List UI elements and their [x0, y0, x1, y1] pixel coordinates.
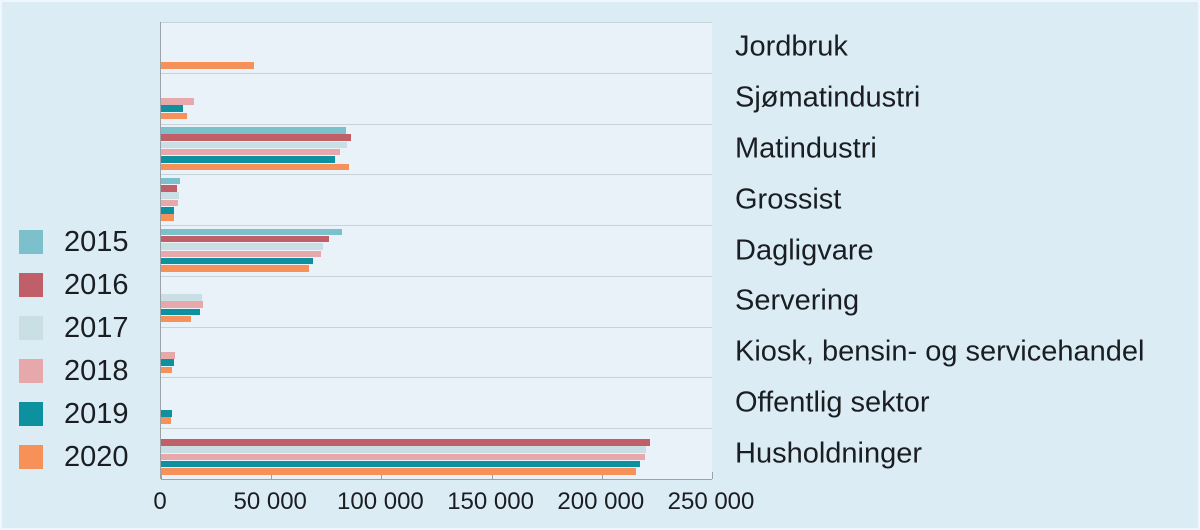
x-axis-tick: [381, 472, 383, 479]
bar-servering-2019: [161, 308, 200, 316]
category-separator-gridline: [161, 326, 712, 328]
bar-husholdninger-2017: [161, 446, 646, 453]
x-axis-tick-label: 250 000: [667, 488, 755, 515]
category-label-kiosk-bensin-og-servicehandel: Kiosk, bensin- og servicehandel: [735, 335, 1145, 368]
x-axis-tick-label: 50 000: [233, 488, 307, 515]
bar-offentlig-sektor-2019: [161, 410, 173, 417]
category-separator-gridline: [161, 22, 712, 23]
bar-matindustri-2017: [161, 141, 348, 149]
category-separator-gridline: [161, 174, 712, 176]
bar-grossist-2015: [161, 177, 180, 185]
category-separator-gridline: [161, 377, 712, 379]
x-axis-line: [161, 479, 712, 480]
bar-matindustri-2016: [161, 134, 351, 141]
bar-kiosk-bensin-og-servicehandel-2018: [161, 352, 176, 359]
category-label-dagligvare: Dagligvare: [735, 234, 874, 266]
bar-offentlig-sektor-2020: [161, 417, 171, 424]
bar-dagligvare-2020: [161, 265, 309, 272]
x-axis-tick-label: 100 000: [337, 488, 424, 515]
bar-matindustri-2015: [161, 127, 347, 134]
bar-dagligvare-2018: [161, 250, 321, 258]
bar-matindustri-2018: [161, 148, 340, 156]
x-axis-tick-label: 0: [153, 488, 167, 515]
bar-servering-2020: [161, 315, 191, 323]
category-separator-gridline: [161, 428, 712, 430]
bar-grossist-2020: [161, 214, 175, 221]
x-axis-tick-label: 200 000: [557, 488, 645, 515]
bar-grossist-2016: [161, 185, 178, 192]
bar-servering-2017: [161, 294, 202, 301]
bar-husholdninger-2018: [161, 453, 645, 461]
legend-swatch-2018: [19, 359, 43, 383]
x-axis-tick: [271, 472, 273, 479]
legend-item-2016: 2016: [19, 269, 129, 301]
category-label-offentlig-sektor: Offentlig sektor: [735, 386, 930, 419]
x-axis-tick: [161, 472, 162, 479]
bar-kiosk-bensin-og-servicehandel-2019: [161, 359, 174, 366]
category-label-jordbruk: Jordbruk: [735, 30, 848, 63]
bar-sjømatindustri-2019: [161, 105, 184, 112]
category-label-servering: Servering: [735, 284, 860, 317]
legend-swatch-2020: [19, 445, 43, 469]
legend-label-2019: 2019: [64, 398, 129, 430]
bar-husholdninger-2019: [161, 460, 641, 468]
bar-kiosk-bensin-og-servicehandel-2020: [161, 366, 173, 374]
category-label-sjømatindustri: Sjømatindustri: [735, 81, 921, 114]
bar-matindustri-2019: [161, 156, 336, 163]
x-axis-tick: [601, 472, 603, 479]
x-axis-tick: [491, 472, 493, 479]
category-label-grossist: Grossist: [735, 183, 842, 216]
bar-grossist-2019: [161, 207, 174, 214]
category-label-husholdninger: Husholdninger: [735, 437, 923, 470]
legend-item-2018: 2018: [19, 355, 129, 387]
bar-jordbruk-2020: [161, 62, 254, 69]
legend-item-2015: 2015: [19, 226, 129, 258]
legend-label-2018: 2018: [64, 355, 129, 387]
category-separator-gridline: [161, 123, 712, 125]
category-label-matindustri: Matindustri: [735, 132, 877, 165]
bar-servering-2018: [161, 301, 203, 308]
legend-label-2015: 2015: [64, 226, 129, 258]
legend-label-2020: 2020: [64, 441, 129, 473]
bar-grossist-2018: [161, 199, 178, 207]
category-separator-gridline: [161, 225, 712, 227]
bar-husholdninger-2016: [161, 439, 651, 446]
x-axis-tick: [712, 472, 713, 479]
x-axis-tick-label: 150 000: [447, 488, 534, 515]
legend-swatch-2015: [19, 230, 43, 254]
legend-item-2017: 2017: [19, 312, 129, 344]
legend-swatch-2016: [19, 273, 43, 297]
legend-item-2019: 2019: [19, 398, 129, 430]
legend-label-2016: 2016: [64, 269, 129, 301]
bar-dagligvare-2015: [161, 228, 342, 236]
bar-husholdninger-2020: [161, 468, 636, 475]
bar-sjømatindustri-2020: [161, 112, 188, 120]
bar-sjømatindustri-2018: [161, 98, 195, 105]
legend-swatch-2019: [19, 402, 43, 426]
plot-area: [160, 22, 713, 480]
legend-item-2020: 2020: [19, 441, 129, 473]
bar-dagligvare-2019: [161, 257, 314, 265]
bar-dagligvare-2016: [161, 235, 329, 243]
category-separator-gridline: [161, 275, 712, 277]
legend-swatch-2017: [19, 316, 43, 340]
legend-label-2017: 2017: [64, 312, 129, 344]
bar-grossist-2017: [161, 192, 180, 199]
bar-dagligvare-2017: [161, 243, 323, 250]
category-separator-gridline: [161, 72, 712, 74]
bar-matindustri-2020: [161, 163, 350, 171]
